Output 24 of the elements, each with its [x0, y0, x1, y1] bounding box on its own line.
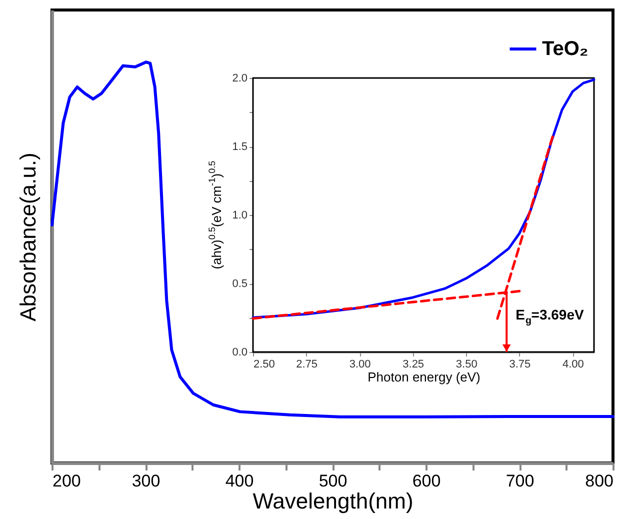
- x-tick-label: 3.50: [456, 358, 478, 370]
- x-tick-label: 500: [318, 472, 348, 490]
- y-axis-title: Absorbance(a.u.): [16, 152, 40, 322]
- x-tick-label: 3.25: [402, 358, 424, 370]
- y-tick-label: 1.5: [232, 141, 248, 153]
- legend-label: TeO₂: [542, 38, 588, 60]
- x-tick-label: 2.75: [296, 358, 318, 370]
- x-tick-label: 300: [132, 472, 160, 490]
- x-tick-label: 3.75: [509, 358, 531, 370]
- y-tick-label: 0.0: [232, 346, 248, 358]
- y-tick-label: 1.0: [232, 210, 248, 222]
- y-axis-title: (ahv)0.5(eV cm-1)0.5: [206, 160, 224, 270]
- x-tick-label: 400: [225, 472, 254, 490]
- x-axis-title: Photon energy (eV): [368, 370, 480, 384]
- x-tick-label: 4.00: [562, 358, 584, 370]
- y-tick-label: 2.0: [232, 72, 248, 84]
- x-tick-label: 2.50: [254, 358, 275, 370]
- x-tick-label: 600: [412, 472, 441, 490]
- x-tick-label: 200: [52, 472, 81, 490]
- x-tick-label: 3.00: [349, 358, 371, 370]
- x-tick-label: 800: [585, 472, 614, 490]
- y-tick-label: 0.5: [232, 278, 248, 290]
- x-axis-title: Wavelength(nm): [252, 488, 414, 514]
- x-tick-label: 700: [506, 472, 534, 490]
